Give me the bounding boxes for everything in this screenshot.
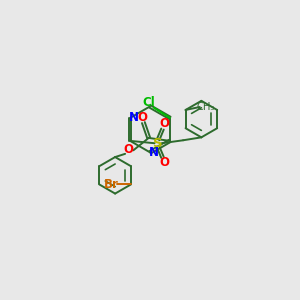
Text: N: N	[148, 146, 158, 159]
Text: O: O	[137, 111, 147, 124]
Text: Cl: Cl	[142, 96, 155, 109]
Text: CH₃: CH₃	[197, 102, 215, 112]
Text: S: S	[153, 137, 163, 150]
Text: O: O	[159, 117, 169, 130]
Text: N: N	[129, 111, 139, 124]
Text: O: O	[159, 156, 169, 169]
Text: Br: Br	[104, 178, 119, 191]
Text: O: O	[123, 143, 133, 156]
